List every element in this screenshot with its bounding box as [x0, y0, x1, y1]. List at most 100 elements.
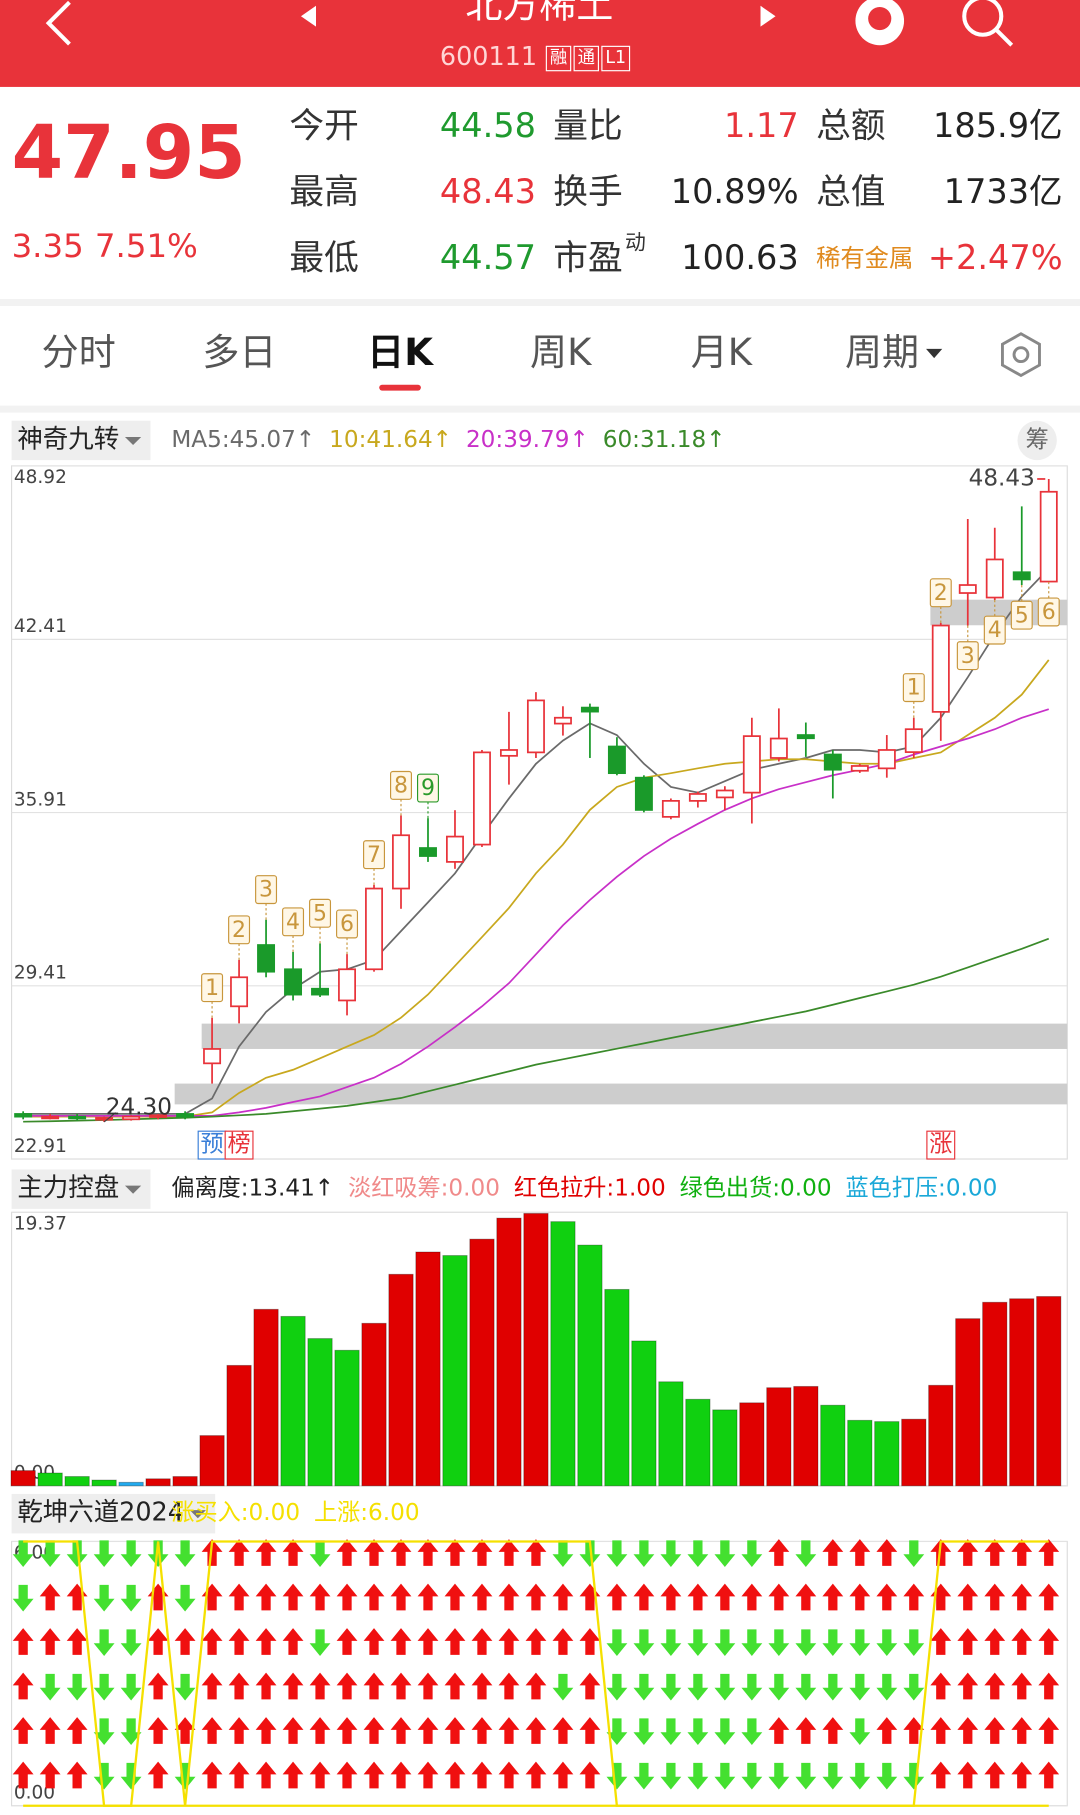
down-arrow [120, 1762, 142, 1790]
event-tag[interactable]: 涨 [929, 1132, 952, 1158]
bar [118, 1481, 144, 1487]
up-arrow [39, 1717, 61, 1744]
bar [361, 1322, 387, 1487]
down-arrow [903, 1629, 925, 1656]
down-arrow [633, 1540, 655, 1567]
up-arrow [957, 1583, 979, 1611]
candle-body [526, 699, 545, 754]
field-value: 44.58 [440, 106, 536, 145]
count-box [255, 875, 278, 905]
search-icon[interactable] [962, 0, 1014, 47]
down-arrow [768, 1762, 790, 1790]
up-arrow [552, 1583, 574, 1611]
candle-body [877, 749, 896, 770]
indicator-legend: 60:31.18↑ [603, 427, 726, 453]
candle-body [95, 1117, 114, 1121]
tab[interactable]: 多日 [202, 331, 276, 374]
bar [280, 1315, 306, 1487]
up-arrow [390, 1628, 412, 1655]
bar [172, 1476, 198, 1487]
field-label: 市盈 [553, 239, 622, 279]
candle-body [985, 558, 1004, 599]
down-arrow [876, 1762, 898, 1790]
up-arrow [984, 1717, 1006, 1744]
indicator-legend: 绿色出货:0.00 [680, 1176, 832, 1202]
indicator-legend: 涨买入:0.00 [171, 1500, 300, 1526]
badge-text: 通 [578, 48, 595, 68]
field-label: 量比 [553, 106, 622, 146]
up-arrow [1038, 1539, 1060, 1566]
up-arrow [147, 1761, 169, 1789]
bar [415, 1251, 441, 1487]
back-button[interactable] [45, 0, 71, 46]
up-arrow [741, 1583, 763, 1611]
up-arrow [1038, 1583, 1060, 1611]
bar [307, 1338, 333, 1487]
down-arrow [849, 1718, 871, 1745]
up-arrow [579, 1672, 601, 1700]
down-arrow [552, 1540, 574, 1567]
up-arrow [849, 1583, 871, 1611]
price-change-pct: 7.51% [95, 227, 198, 265]
up-arrow [984, 1761, 1006, 1789]
selector-arrow [189, 1510, 206, 1519]
up-arrow [228, 1628, 250, 1655]
event-tag[interactable]: 预 [201, 1132, 224, 1158]
up-arrow [417, 1628, 439, 1655]
candle-body [850, 765, 869, 772]
indicator-selector[interactable] [11, 1493, 216, 1534]
up-arrow [147, 1628, 169, 1655]
field-value: 1.17 [724, 106, 799, 145]
down-arrow [822, 1673, 844, 1701]
candle-body [661, 800, 680, 818]
count-label: 2 [934, 581, 948, 606]
count-box [929, 578, 952, 608]
count-box [336, 909, 359, 939]
candle-body [257, 944, 276, 973]
indicator-selector[interactable] [11, 1169, 151, 1209]
tab[interactable]: 分时 [42, 331, 116, 374]
up-arrow [579, 1628, 601, 1655]
tab[interactable]: 日K [367, 331, 434, 374]
assistant-icon[interactable] [855, 0, 905, 46]
down-arrow [12, 1540, 34, 1567]
up-arrow [471, 1583, 493, 1611]
badge [573, 45, 600, 72]
up-arrow [336, 1628, 358, 1655]
count-box [1010, 600, 1033, 630]
count-box [282, 907, 305, 937]
bar [199, 1435, 225, 1487]
candle-body [203, 1048, 222, 1065]
candle-body [1039, 490, 1058, 583]
down-arrow [768, 1673, 790, 1701]
down-arrow [876, 1673, 898, 1701]
tab[interactable]: 月K [691, 331, 754, 374]
candle-body [553, 716, 572, 725]
next-stock[interactable] [760, 5, 776, 27]
chip-button[interactable] [1017, 420, 1057, 461]
tab[interactable]: 周K [530, 331, 593, 374]
tab[interactable]: 周期 [845, 331, 919, 374]
down-arrow [660, 1540, 682, 1567]
down-arrow [174, 1540, 196, 1567]
indicator-selector[interactable] [11, 420, 151, 461]
selector-arrow [124, 1185, 142, 1194]
bar [1009, 1298, 1035, 1487]
down-arrow [741, 1762, 763, 1790]
event-tag[interactable]: 榜 [227, 1132, 250, 1158]
settings-icon[interactable] [1000, 332, 1041, 378]
badge-text: 融 [550, 48, 567, 68]
ma-line [23, 937, 1050, 1123]
bar [64, 1476, 90, 1487]
indicator-legend: 淡红吸筹:0.00 [348, 1176, 500, 1202]
up-arrow [228, 1539, 250, 1566]
prev-stock[interactable] [300, 5, 317, 27]
up-arrow [363, 1628, 385, 1655]
up-arrow [417, 1761, 439, 1789]
up-arrow [795, 1717, 817, 1744]
count-box [309, 898, 332, 928]
bar [901, 1418, 927, 1487]
down-arrow [849, 1673, 871, 1701]
down-arrow [93, 1718, 115, 1745]
